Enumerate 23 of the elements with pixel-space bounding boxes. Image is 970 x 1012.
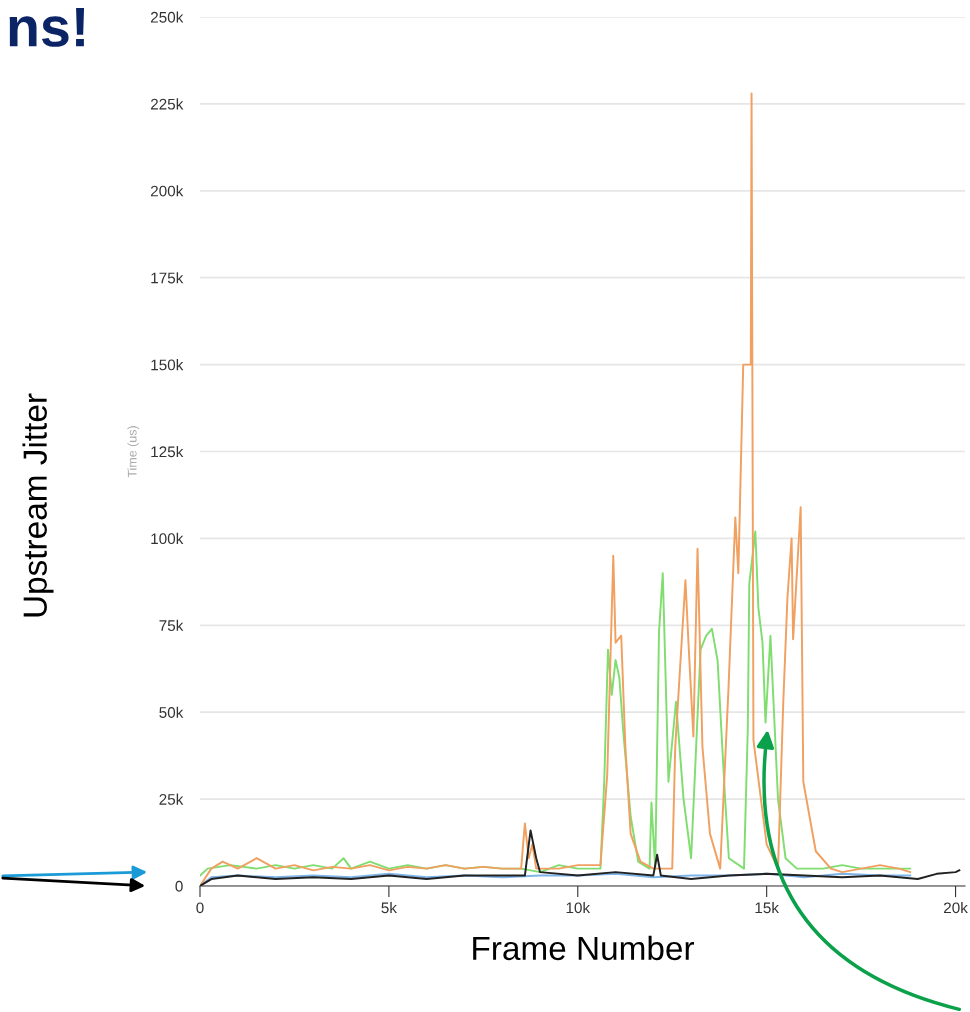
y-tick-label: 75k <box>159 619 184 631</box>
x-tick-label: 5k <box>381 901 397 914</box>
x-tick-label: 0 <box>196 902 204 914</box>
text: Upstream Jitter <box>22 393 54 617</box>
x-tick-label: 10k <box>566 901 591 914</box>
x-tick-label: 20k <box>944 901 968 914</box>
y-tick-label: 200k <box>150 185 184 197</box>
y-tick-label: 250k <box>150 11 184 23</box>
line-series <box>200 530 912 877</box>
y-tick-label: 25k <box>159 793 184 805</box>
line-series <box>200 92 912 886</box>
y-tick-label: 0 <box>175 880 183 892</box>
x-axis-title: Frame Number <box>473 935 695 961</box>
chart-title: ns! <box>9 8 85 47</box>
x-tick-label: 15k <box>755 901 780 914</box>
line-series <box>200 829 961 886</box>
y-tick-label: 125k <box>151 445 184 458</box>
y-tick-label: 150k <box>151 359 184 371</box>
y-tick-label: 50k <box>159 706 184 718</box>
y-tick-label: 225k <box>150 98 184 110</box>
y-tick-label: 175k <box>151 272 184 284</box>
y-tick-label: 100k <box>151 532 184 545</box>
y-axis-title: Time (us) <box>127 426 140 478</box>
